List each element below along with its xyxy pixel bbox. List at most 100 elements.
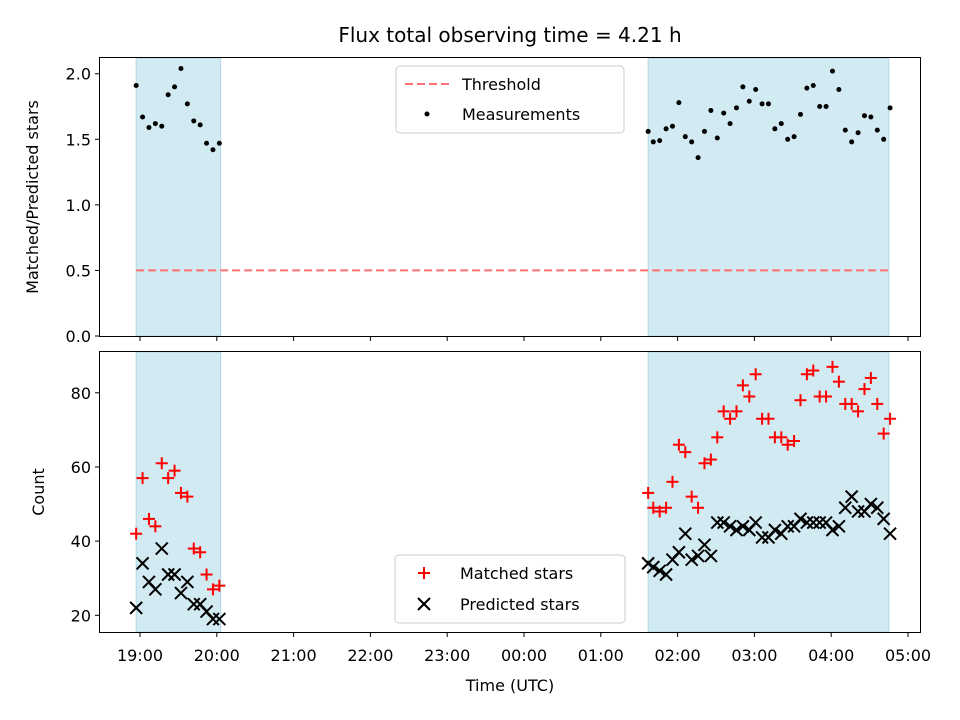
measurement-point: [753, 86, 759, 92]
count-panel: 20 40 60 80 19:00 20:00 21:00 22:00 23:00 00:00 0…: [29, 351, 931, 695]
measurement-point: [842, 127, 848, 133]
measurement-point: [663, 126, 669, 132]
predicted-star-point: [825, 523, 840, 537]
measurement-point: [650, 139, 656, 145]
count-y-tick-label: 60: [71, 458, 91, 477]
predicted-star-point: [755, 530, 769, 545]
measurement-point: [204, 140, 210, 146]
x-tick-label: 05:00: [885, 646, 931, 665]
matched-star-point: [692, 501, 705, 514]
predicted-star-point: [736, 519, 750, 534]
measurement-point: [159, 123, 165, 129]
chart-title: Flux total observing time = 4.21 h: [338, 23, 681, 47]
matched-star-point: [136, 472, 149, 485]
measurement-point: [172, 84, 178, 90]
measurement-point: [746, 98, 752, 104]
measurements-legend-swatch: [424, 111, 430, 117]
predicted-star-point: [212, 612, 227, 626]
predicted-star-point: [710, 515, 724, 530]
matched-star-point: [736, 379, 749, 392]
predicted-star-point: [748, 515, 763, 530]
measurement-point: [740, 84, 746, 90]
matched-star-point: [155, 457, 168, 470]
matched-star-point: [130, 527, 143, 540]
matched-star-point: [200, 568, 213, 581]
predicted-star-point: [838, 501, 852, 515]
measurement-point: [714, 135, 720, 141]
measurement-point: [676, 100, 682, 106]
matched-star-point: [168, 464, 181, 477]
measurement-point: [836, 86, 842, 92]
ratio-observing-window-2: [647, 57, 890, 337]
measurements-legend-label: Measurements: [462, 105, 580, 124]
predicted-star-point: [883, 527, 897, 541]
predicted-star-point: [800, 515, 814, 530]
measurement-point: [645, 128, 651, 134]
predicted-star-point: [148, 582, 163, 597]
measurement-point: [146, 125, 152, 130]
matched-star-point: [149, 520, 162, 533]
predicted-star-point: [206, 612, 220, 626]
matched-star-point: [653, 505, 666, 518]
ratio-y-tick-label: 0.0: [66, 327, 91, 346]
measurement-point: [874, 127, 880, 133]
matched-star-point: [213, 579, 226, 592]
predicted-star-point: [864, 497, 878, 511]
count-panel-frame: [99, 351, 921, 633]
matched-star-point: [826, 360, 839, 373]
matched-star-point: [724, 412, 737, 425]
matched-star-point: [711, 431, 724, 444]
measurement-point: [765, 101, 771, 107]
predicted-star-point: [646, 560, 660, 574]
matched-star-point: [852, 405, 865, 418]
count-observing-window-2: [647, 351, 890, 633]
predicted-star-point: [844, 489, 859, 504]
ratio-observing-window-1: [135, 57, 222, 337]
matched-star-point: [698, 457, 711, 470]
count-y-tick-label: 80: [71, 384, 91, 403]
matched-star-point: [666, 475, 679, 488]
matched-star-point: [884, 412, 897, 425]
predicted-star-point: [704, 549, 718, 563]
x-tick-label: 21:00: [271, 646, 317, 665]
measurement-point: [657, 138, 663, 144]
predicted-star-point: [174, 586, 188, 600]
measurement-point: [669, 123, 675, 129]
matched-star-point: [864, 371, 877, 384]
matched-star-point: [775, 431, 788, 444]
measurement-point: [791, 134, 797, 140]
measurement-point: [759, 101, 765, 107]
measurement-point: [861, 113, 867, 119]
matched-star-point: [832, 375, 845, 388]
measurement-point: [804, 85, 810, 91]
x-tick-label: 19:00: [117, 646, 163, 665]
matched-star-point: [788, 435, 801, 448]
predicted-star-point: [723, 519, 737, 534]
measurement-point: [810, 83, 816, 89]
predicted-star-point: [812, 515, 827, 530]
predicted-star-point: [876, 512, 891, 526]
matched-legend-label: Matched stars: [460, 564, 573, 583]
measurement-point: [823, 104, 829, 110]
measurement-point: [178, 65, 184, 71]
measurement-point: [701, 128, 707, 134]
predicted-star-point: [684, 552, 699, 567]
predicted-star-point: [135, 556, 150, 571]
ratio-legend: Threshold Measurements: [395, 65, 625, 134]
measurement-point: [210, 147, 216, 153]
ratio-y-tick-label: 0.5: [66, 261, 91, 280]
x-tick-label: 01:00: [578, 646, 624, 665]
matched-star-point: [194, 546, 207, 559]
threshold-legend-label: Threshold: [461, 75, 541, 94]
predicted-star-point: [187, 597, 201, 611]
measurement-point: [855, 130, 861, 136]
measurement-point: [778, 121, 784, 127]
predicted-legend-label: Predicted stars: [460, 595, 580, 614]
predicted-star-point: [691, 549, 705, 563]
predicted-star-point: [768, 523, 782, 537]
matched-star-point: [807, 364, 820, 377]
predicted-star-point: [659, 567, 673, 582]
x-axis-label: Time (UTC): [465, 676, 554, 695]
count-y-tick-label: 40: [71, 532, 91, 551]
